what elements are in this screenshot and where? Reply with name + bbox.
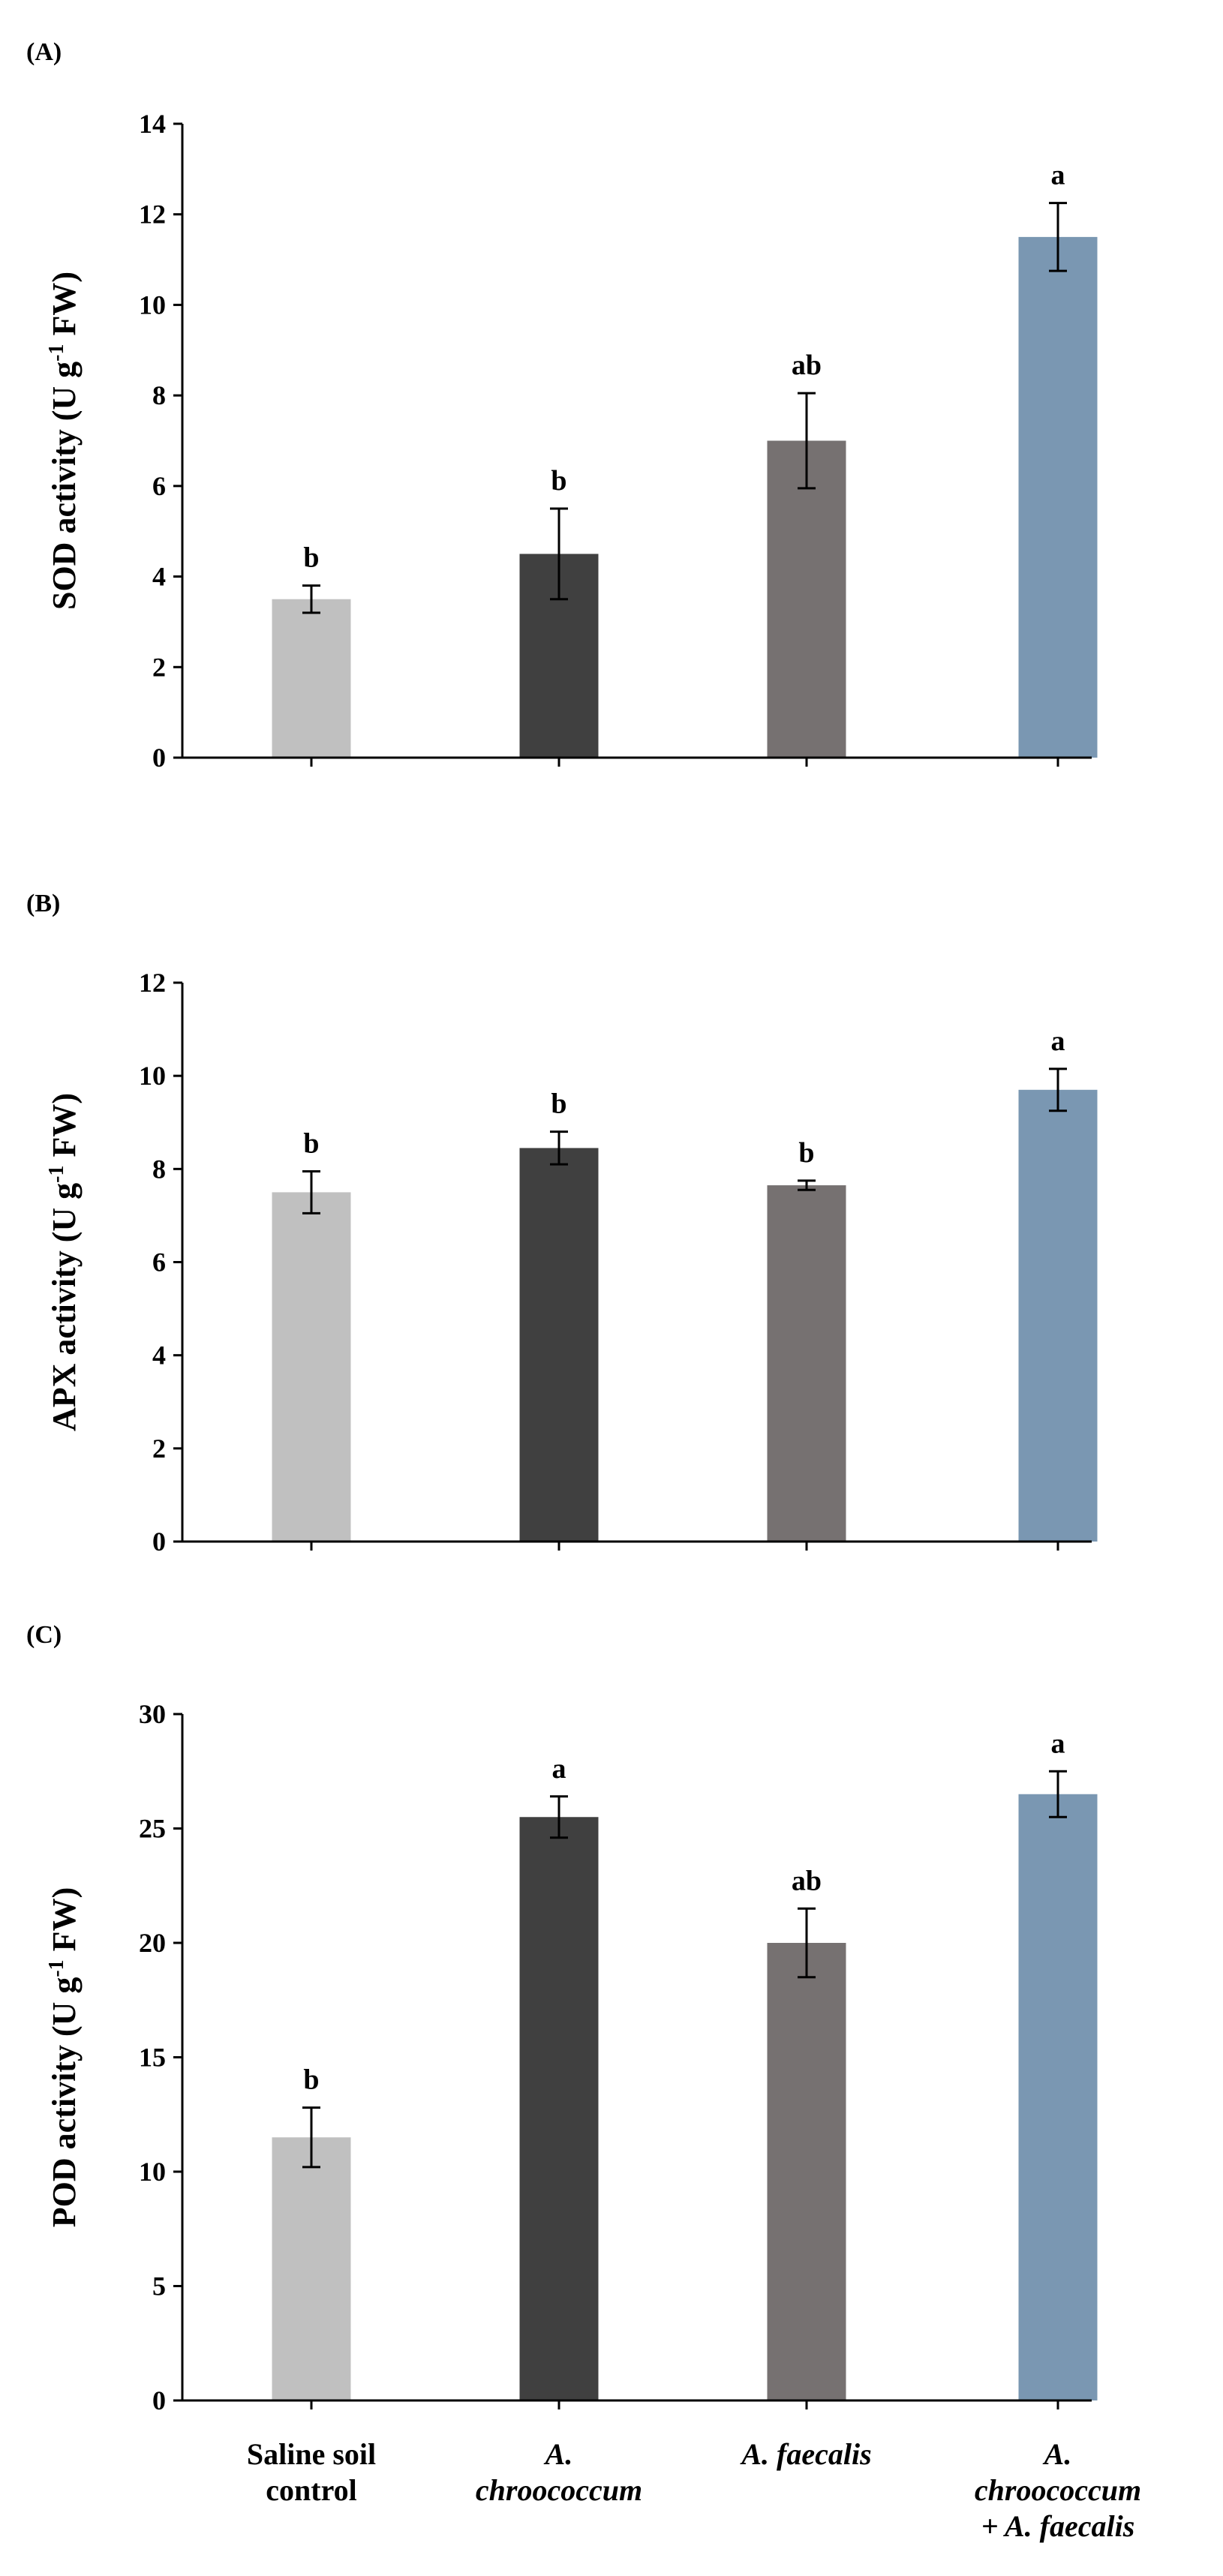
bar: [767, 1185, 846, 1542]
y-tick-label: 0: [152, 1527, 166, 1557]
bar: [1018, 236, 1098, 758]
chart-panel-3: (C) b a ab a 0 5 10 15 20 25 30 POD activity (U g-1 …: [26, 1621, 1098, 2415]
significance-label: ab: [792, 1865, 822, 1896]
y-tick-label: 12: [139, 200, 166, 230]
bar: [272, 1192, 351, 1542]
significance-label: b: [303, 1127, 319, 1159]
y-axis-title-superscript: -1: [45, 1166, 68, 1183]
significance-label: a: [1051, 160, 1065, 191]
y-tick-label: 15: [139, 2043, 166, 2073]
panel-label: (A): [26, 38, 62, 66]
y-axis-title-end: FW): [46, 272, 83, 344]
y-tick-label: 8: [152, 1154, 166, 1184]
y-tick-label: 0: [152, 2385, 166, 2415]
x-category-label-line: control: [266, 2473, 356, 2507]
y-tick-label: 25: [139, 1814, 166, 1844]
significance-label: a: [1051, 1728, 1065, 1759]
x-category-label: A. chroococcum + A. faecalis: [975, 2437, 1141, 2543]
bar: [272, 2137, 351, 2400]
x-category-label-line: Saline soil: [247, 2437, 376, 2471]
y-tick-label: 20: [139, 1928, 166, 1958]
y-axis-title: APX activity (U g-1 FW): [45, 1093, 83, 1431]
bar: [519, 1148, 599, 1542]
bar: [767, 440, 846, 758]
x-category-label-line: A. faecalis: [739, 2437, 871, 2471]
y-tick-label: 8: [152, 380, 166, 410]
significance-label: a: [552, 1753, 566, 1785]
y-tick-label: 5: [152, 2271, 166, 2301]
panel-label: (B): [26, 890, 60, 917]
significance-label: b: [551, 1088, 566, 1120]
x-category-label-line: A.: [1042, 2437, 1072, 2471]
y-axis-title-superscript: -1: [45, 344, 68, 362]
y-axis-title-superscript: -1: [45, 1959, 68, 1977]
significance-label: a: [1051, 1025, 1065, 1057]
x-category-label-line: chroococcum: [476, 2473, 642, 2507]
x-category-label: A. faecalis: [739, 2437, 871, 2471]
y-axis-title-main: SOD activity (U g: [46, 362, 83, 610]
y-axis-title-main: APX activity (U g: [46, 1183, 83, 1431]
significance-label: b: [303, 542, 319, 574]
y-tick-label: 10: [139, 290, 166, 320]
y-tick-label: 2: [152, 652, 166, 682]
x-category-label-line: + A. faecalis: [981, 2509, 1135, 2543]
y-axis-title-main: POD activity (U g: [46, 1977, 83, 2228]
y-tick-label: 14: [139, 109, 166, 139]
x-category-label: A. chroococcum: [476, 2437, 642, 2507]
y-tick-label: 30: [139, 1699, 166, 1729]
y-axis-title-end: FW): [46, 1887, 83, 1960]
y-tick-label: 4: [152, 562, 166, 592]
significance-label: b: [551, 465, 566, 497]
panel-label: (C): [26, 1621, 62, 1649]
bar: [519, 1817, 599, 2400]
y-tick-label: 4: [152, 1341, 166, 1371]
y-tick-label: 10: [139, 1061, 166, 1091]
chart-panel-1: (A) b b ab a 0 2 4 6 8 10 12 14 SOD activity (U g-1 F…: [26, 38, 1098, 773]
bar: [767, 1943, 846, 2400]
x-category-label: Saline soil control: [247, 2437, 376, 2507]
x-category-label-line: chroococcum: [975, 2473, 1141, 2507]
chart-panel-2: (B) b b b a 0 2 4 6 8 10 12 APX activity (U g-1 FW): [26, 890, 1098, 1557]
x-category-label-line: A.: [543, 2437, 573, 2471]
significance-label: b: [798, 1137, 814, 1169]
y-tick-label: 2: [152, 1434, 166, 1464]
bar: [1018, 1089, 1098, 1542]
bar: [272, 599, 351, 758]
y-axis-title: POD activity (U g-1 FW): [45, 1887, 83, 2227]
y-tick-label: 0: [152, 743, 166, 773]
y-tick-label: 6: [152, 1247, 166, 1277]
y-axis-title-end: FW): [46, 1093, 83, 1166]
bar: [1018, 1794, 1098, 2400]
y-tick-label: 12: [139, 968, 166, 998]
significance-label: ab: [792, 350, 822, 381]
y-tick-label: 6: [152, 471, 166, 501]
significance-label: b: [303, 2064, 319, 2096]
y-tick-label: 10: [139, 2157, 166, 2187]
y-axis-title: SOD activity (U g-1 FW): [45, 272, 83, 610]
